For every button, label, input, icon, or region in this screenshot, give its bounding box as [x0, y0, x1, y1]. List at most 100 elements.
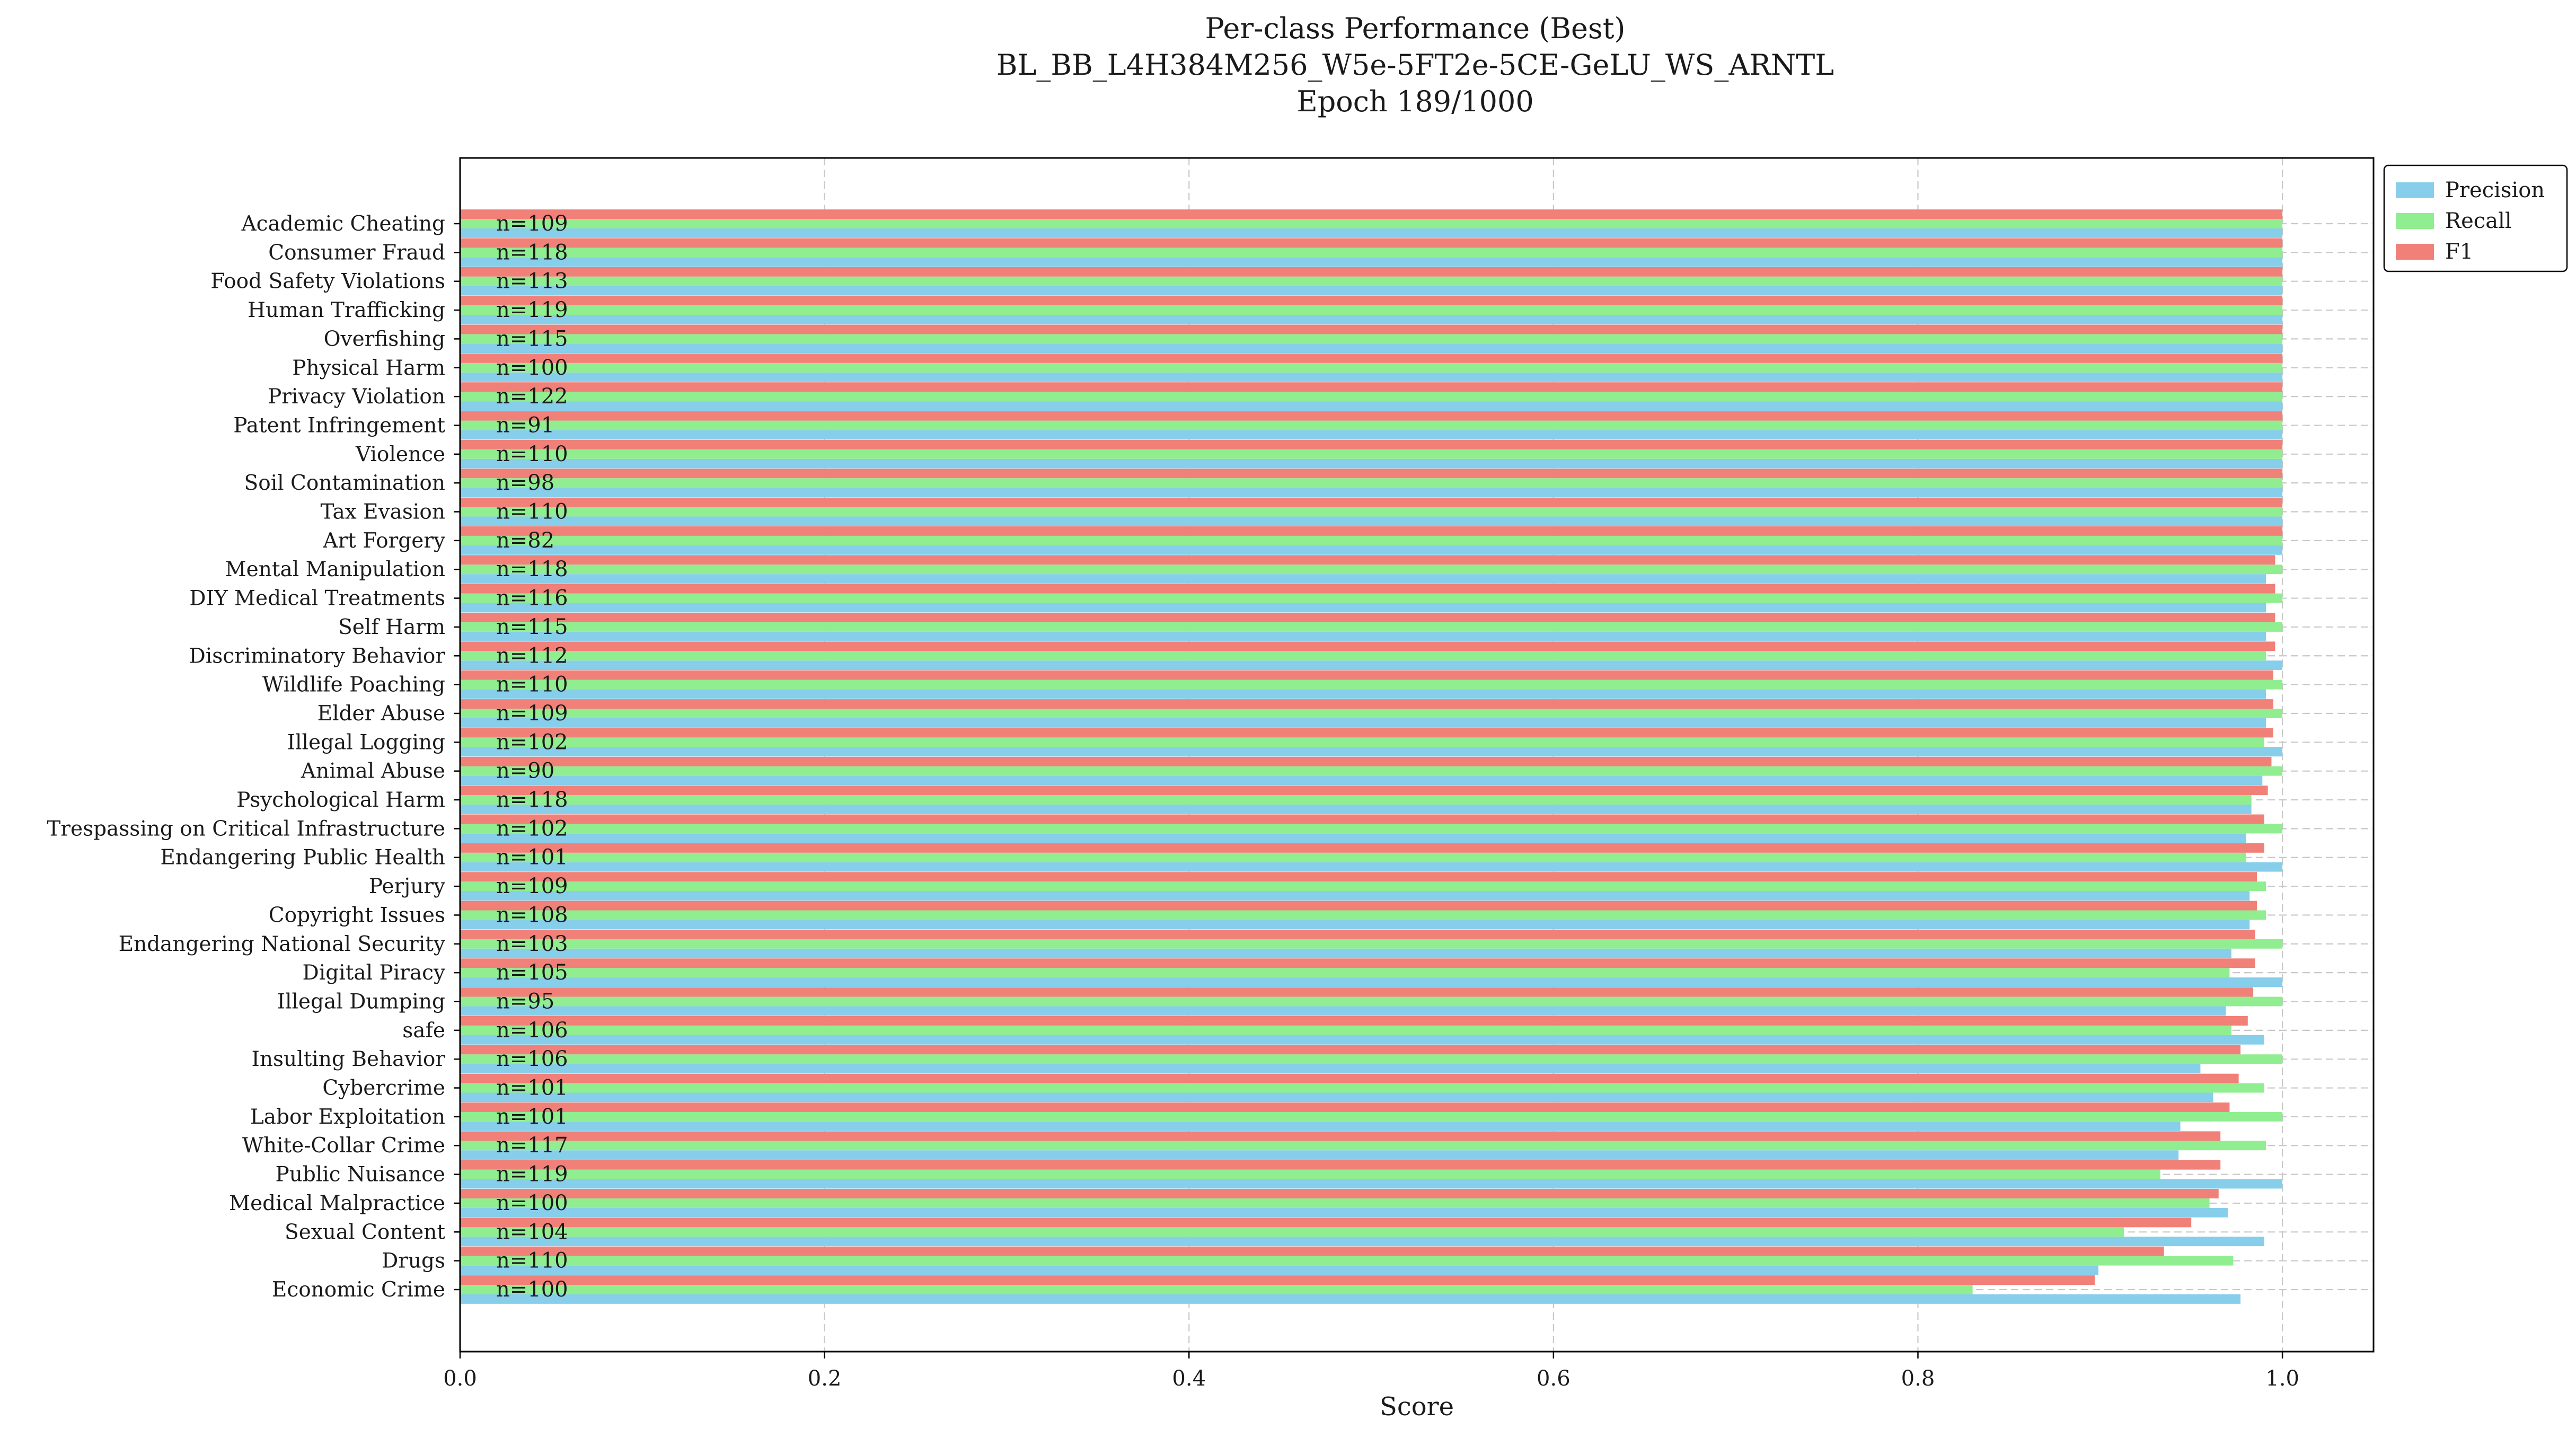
support-label: n=105 — [496, 960, 568, 985]
bar-f1 — [460, 958, 2255, 968]
bar-f1 — [460, 613, 2275, 622]
x-tick-label: 1.0 — [2265, 1366, 2299, 1391]
support-label: n=103 — [496, 932, 568, 956]
bar-precision — [460, 1092, 2213, 1102]
bar-recall — [460, 248, 2283, 258]
y-tick-label: Soil Contamination — [244, 471, 445, 495]
bar-recall — [460, 737, 2264, 747]
y-tick-label: Art Forgery — [322, 529, 445, 553]
bar-recall — [460, 1256, 2234, 1266]
bar-recall — [460, 680, 2283, 690]
support-label: n=91 — [496, 413, 554, 437]
bar-precision — [460, 574, 2266, 584]
bar-precision — [460, 458, 2283, 469]
legend-label: Precision — [2445, 178, 2545, 202]
y-tick-label: Perjury — [369, 875, 445, 898]
bar-f1 — [460, 756, 2272, 766]
bar-recall — [460, 996, 2283, 1007]
support-label: n=102 — [496, 730, 568, 754]
bar-recall — [460, 1285, 1973, 1294]
support-label: n=95 — [496, 989, 554, 1013]
bar-f1 — [460, 469, 2283, 479]
bar-recall — [460, 795, 2252, 805]
bar-precision — [460, 372, 2283, 382]
bar-precision — [460, 804, 2252, 814]
bar-precision — [460, 286, 2283, 296]
bar-f1 — [460, 814, 2264, 824]
y-tick-label: Endangering National Security — [119, 932, 445, 956]
bar-f1 — [460, 728, 2273, 738]
bar-precision — [460, 718, 2266, 728]
support-label: n=115 — [496, 327, 568, 351]
support-label: n=112 — [496, 643, 568, 668]
bar-f1 — [460, 1102, 2230, 1112]
bar-recall — [460, 420, 2283, 430]
y-tick-label: Overfishing — [324, 327, 445, 351]
bars — [460, 209, 2283, 1304]
y-tick-label: Physical Harm — [292, 356, 445, 380]
bar-precision — [460, 660, 2283, 671]
support-label: n=106 — [496, 1018, 568, 1043]
bar-f1 — [460, 1246, 2164, 1256]
y-tick-label: Economic Crime — [272, 1278, 445, 1302]
support-label: n=100 — [496, 1191, 568, 1215]
support-label: n=116 — [496, 586, 568, 611]
bar-recall — [460, 968, 2230, 978]
bar-recall — [460, 478, 2283, 488]
support-label: n=109 — [496, 874, 568, 898]
support-labels: n=109 n=118 n=113 n=119 n=115 n=100 n=122 n=91 n… — [496, 211, 568, 1302]
support-label: n=82 — [496, 528, 554, 553]
bar-recall — [460, 881, 2266, 892]
bar-recall — [460, 1198, 2210, 1208]
y-tick-label: Consumer Fraud — [268, 241, 445, 264]
y-tick-label: Insulting Behavior — [252, 1047, 446, 1071]
y-tick-label: Trespassing on Critical Infrastructure — [47, 817, 445, 841]
bar-f1 — [460, 439, 2283, 449]
bar-recall — [460, 449, 2283, 459]
bar-precision — [460, 1064, 2201, 1074]
x-tick-label: 0.4 — [1172, 1366, 1206, 1391]
bar-recall — [460, 507, 2283, 517]
y-axis-tick-labels: Academic Cheating Consumer Fraud Food Safe… — [47, 212, 460, 1302]
bar-precision — [460, 1006, 2226, 1016]
bar-f1 — [460, 670, 2273, 680]
bar-precision — [460, 833, 2246, 843]
y-tick-label: Mental Manipulation — [225, 558, 445, 581]
support-label: n=110 — [496, 500, 568, 524]
y-tick-label: Copyright Issues — [269, 903, 445, 927]
legend-swatch-precision — [2396, 182, 2434, 198]
y-tick-label: Medical Malpractice — [229, 1192, 445, 1215]
support-label: n=110 — [496, 442, 568, 466]
bar-f1 — [460, 411, 2283, 421]
bar-recall — [460, 305, 2283, 315]
y-tick-label: Patent Infringement — [233, 413, 445, 437]
support-label: n=118 — [496, 240, 568, 264]
bar-recall — [460, 276, 2283, 286]
bar-recall — [460, 852, 2246, 862]
bar-recall — [460, 363, 2283, 373]
bar-f1 — [460, 267, 2283, 277]
y-tick-label: Elder Abuse — [317, 702, 445, 726]
bar-recall — [460, 392, 2283, 402]
support-label: n=104 — [496, 1220, 568, 1244]
bar-f1 — [460, 786, 2268, 796]
bar-precision — [460, 1207, 2228, 1218]
support-label: n=122 — [496, 384, 568, 409]
support-label: n=108 — [496, 903, 568, 927]
bar-f1 — [460, 296, 2283, 306]
support-label: n=101 — [496, 845, 568, 870]
bar-precision — [460, 488, 2283, 498]
bar-precision — [460, 401, 2283, 411]
bar-recall — [460, 535, 2283, 545]
y-tick-label: Human Trafficking — [248, 298, 445, 322]
bar-recall — [460, 219, 2283, 228]
bar-recall — [460, 709, 2283, 718]
bar-precision — [460, 430, 2283, 440]
legend-swatch-f1 — [2396, 244, 2434, 260]
bar-f1 — [460, 901, 2257, 911]
bar-precision — [460, 1035, 2264, 1045]
bar-precision — [460, 977, 2283, 987]
bar-f1 — [460, 987, 2254, 997]
support-label: n=106 — [496, 1047, 568, 1071]
